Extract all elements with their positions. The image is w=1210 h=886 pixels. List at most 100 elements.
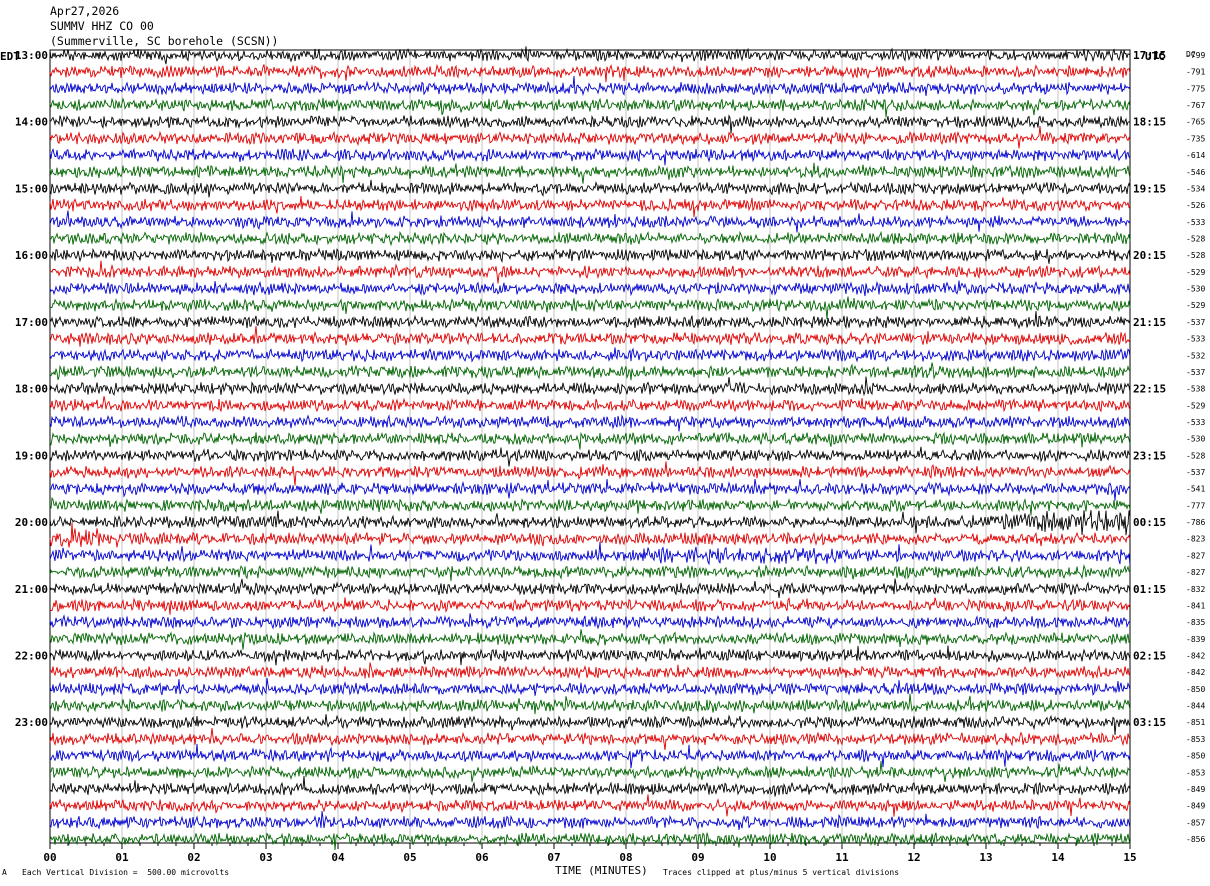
dc-offset-label: -537: [1186, 318, 1205, 327]
seismic-trace: [49, 811, 1131, 831]
dc-offset-label: -842: [1186, 668, 1205, 677]
station-location: (Summerville, SC borehole (SCSN)): [50, 34, 279, 48]
seismic-trace: [49, 832, 1131, 851]
seismic-trace: [49, 63, 1131, 83]
seismic-trace: [49, 247, 1131, 264]
x-tick-label: 06: [475, 851, 489, 864]
x-tick-label: 10: [763, 851, 776, 864]
dc-offset-label: -777: [1186, 501, 1205, 510]
utc-hour-label: 01:15: [1133, 583, 1166, 596]
dc-offset-label: -827: [1186, 551, 1205, 560]
x-tick-label: 04: [331, 851, 345, 864]
seismic-trace: [49, 677, 1131, 697]
dc-offset-label: -799: [1186, 51, 1205, 60]
dc-offset-label: -532: [1186, 351, 1205, 360]
seismic-trace: [49, 46, 1131, 65]
x-tick-label: 05: [403, 851, 416, 864]
dc-offset-label: -856: [1186, 835, 1205, 844]
x-tick-label: 02: [187, 851, 200, 864]
x-tick-label: 07: [547, 851, 560, 864]
dc-offset-label: -791: [1186, 68, 1205, 77]
seismic-trace: [49, 431, 1131, 450]
x-tick-label: 08: [619, 851, 632, 864]
dc-offset-label: -530: [1186, 285, 1205, 294]
seismic-trace: [49, 596, 1131, 615]
utc-hour-label: 20:15: [1133, 249, 1166, 262]
seismic-trace: [49, 179, 1131, 198]
dc-offset-label: -546: [1186, 168, 1205, 177]
dc-offset-label: -851: [1186, 718, 1205, 727]
dc-offset-label: -839: [1186, 635, 1205, 644]
dc-offset-label: -841: [1186, 601, 1205, 610]
edt-hour-label: 21:00: [15, 583, 48, 596]
dc-offset-label: -526: [1186, 201, 1205, 210]
seismic-trace: [49, 414, 1131, 432]
dc-offset-label: -614: [1186, 151, 1205, 160]
dc-offset-label: -775: [1186, 84, 1205, 93]
seismic-trace: [49, 376, 1131, 397]
x-tick-label: 11: [835, 851, 849, 864]
x-tick-label: 15: [1123, 851, 1136, 864]
edt-hour-label: 14:00: [15, 116, 48, 129]
seismic-trace: [49, 578, 1131, 599]
dc-offset-label: -533: [1186, 418, 1205, 427]
utc-hour-label: 23:15: [1133, 449, 1166, 462]
x-tick-label: 00: [43, 851, 56, 864]
seismic-trace: [49, 195, 1131, 218]
edt-hour-label: 19:00: [15, 449, 48, 462]
corner-mark: A: [2, 868, 7, 877]
seismic-trace: [49, 727, 1131, 750]
utc-hour-label: 19:15: [1133, 182, 1166, 195]
seismic-trace: [49, 613, 1131, 630]
utc-hour-label: 18:15: [1133, 116, 1166, 129]
dc-offset-label: -538: [1186, 385, 1205, 394]
dc-offset-label: -537: [1186, 468, 1205, 477]
dc-offset-label: -529: [1186, 301, 1205, 310]
utc-hour-label: 03:15: [1133, 716, 1166, 729]
dc-offset-header: DC: [1186, 50, 1196, 59]
seismic-trace: [49, 210, 1131, 233]
utc-hour-label: 21:15: [1133, 316, 1166, 329]
seismic-trace: [49, 510, 1131, 536]
x-tick-label: 09: [691, 851, 704, 864]
dc-offset-label: -786: [1186, 518, 1205, 527]
seismic-trace: [49, 564, 1131, 582]
dc-offset-label: -529: [1186, 401, 1205, 410]
dc-offset-label: -842: [1186, 652, 1205, 661]
dc-offset-label: -528: [1186, 451, 1205, 460]
seismic-trace: [49, 743, 1131, 769]
dc-offset-label: -529: [1186, 268, 1205, 277]
seismic-trace: [49, 97, 1131, 118]
seismic-trace: [49, 260, 1131, 284]
seismic-trace: [49, 347, 1131, 363]
edt-hour-label: 23:00: [15, 716, 48, 729]
seismic-trace: [49, 496, 1131, 516]
seismic-trace: [49, 396, 1131, 413]
seismic-trace: [49, 541, 1131, 566]
plot-date: Apr27,2026: [50, 4, 120, 18]
seismic-trace: [49, 693, 1131, 715]
seismic-trace: [49, 760, 1131, 783]
seismic-trace: [49, 230, 1131, 247]
dc-offset-label: -844: [1186, 702, 1205, 711]
dc-offset-label: -849: [1186, 785, 1205, 794]
seismic-trace: [49, 522, 1131, 548]
dc-offset-label: -765: [1186, 118, 1205, 127]
left-timezone-label: EDT: [0, 50, 20, 63]
dc-offset-label: -537: [1186, 368, 1205, 377]
x-axis-title: TIME (MINUTES): [555, 864, 648, 877]
x-tick-label: 14: [1051, 851, 1065, 864]
dc-offset-label: -850: [1186, 752, 1205, 761]
seismic-trace: [49, 794, 1131, 817]
dc-offset-label: -735: [1186, 134, 1205, 143]
utc-hour-label: 00:15: [1133, 516, 1166, 529]
dc-offset-label: -534: [1186, 184, 1205, 193]
seismic-trace: [49, 162, 1131, 184]
dc-offset-label: -857: [1186, 818, 1205, 827]
seismic-trace: [49, 714, 1131, 736]
seismic-trace: [49, 446, 1131, 467]
dc-offset-label: -849: [1186, 802, 1205, 811]
right-timezone-label: UTC: [1145, 50, 1165, 63]
seismic-trace: [49, 311, 1131, 330]
x-tick-label: 01: [115, 851, 129, 864]
